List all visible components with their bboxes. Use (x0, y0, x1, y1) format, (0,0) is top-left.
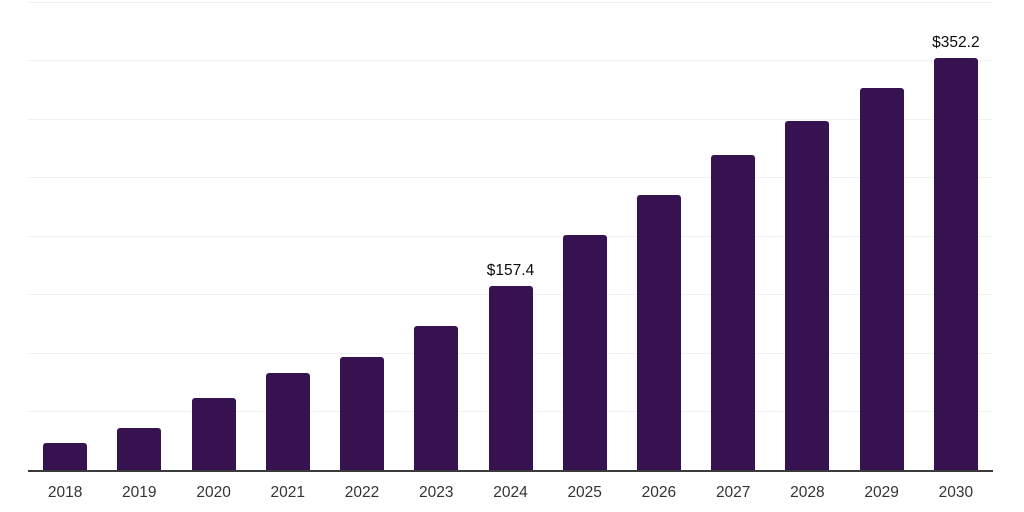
x-tick-label-2020: 2020 (196, 484, 231, 501)
bar-2021 (265, 373, 310, 470)
x-axis-line (28, 469, 993, 472)
value-label-2030: $352.2 (932, 33, 980, 51)
bar-2023 (414, 326, 459, 470)
x-tick-label-2025: 2025 (567, 484, 602, 501)
bar-2030 (933, 57, 978, 470)
x-tick-label-2027: 2027 (715, 484, 751, 501)
bar-2022 (340, 357, 384, 470)
x-tick-label-2029: 2029 (864, 484, 899, 501)
x-tick-label-2030: 2030 (938, 484, 974, 501)
x-tick-label-2026: 2026 (641, 484, 677, 501)
gridline-300 (28, 118, 993, 120)
x-tick-label-2023: 2023 (419, 484, 454, 501)
bar-2029 (859, 87, 904, 470)
bar-2026 (637, 195, 681, 470)
value-label-2024: $157.4 (486, 261, 535, 279)
x-tick-label-2028: 2028 (790, 484, 825, 501)
bar-2027 (711, 155, 756, 470)
bar-2018 (43, 443, 88, 470)
gridline-350 (28, 60, 993, 62)
gridline-250 (28, 177, 993, 179)
x-tick-label-2018: 2018 (47, 484, 83, 501)
bar-2019 (117, 428, 162, 470)
x-tick-label-2022: 2022 (344, 484, 380, 501)
bar-2024 (488, 285, 533, 470)
x-tick-label-2021: 2021 (270, 484, 306, 501)
x-tick-label-2019: 2019 (122, 484, 157, 501)
x-tick-label-2024: 2024 (493, 484, 528, 501)
gridline-400 (28, 1, 993, 3)
bar-2028 (785, 121, 830, 470)
bar-2020 (191, 398, 236, 470)
gridline-200 (28, 235, 993, 237)
bar-2025 (562, 235, 607, 470)
